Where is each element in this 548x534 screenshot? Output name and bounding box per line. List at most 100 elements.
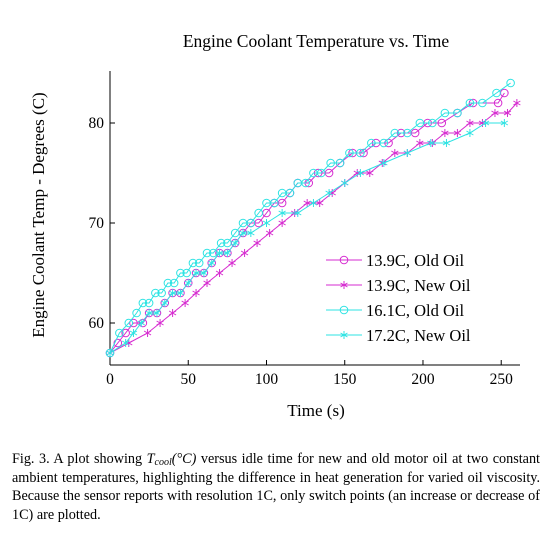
data-point <box>500 119 509 127</box>
data-point <box>294 209 302 217</box>
data-point <box>465 98 475 108</box>
data-point <box>403 149 412 157</box>
data-point <box>416 139 424 147</box>
data-point <box>121 339 130 347</box>
data-point <box>143 329 152 337</box>
data-point <box>466 119 474 127</box>
legend: 13.9C, Old Oil 13.9C, New Oil 16.1C, Old O… <box>318 244 508 348</box>
data-point <box>247 229 255 237</box>
data-point <box>309 199 318 207</box>
data-point <box>132 308 141 318</box>
legend-swatch-marker <box>339 255 349 265</box>
data-point <box>437 118 447 128</box>
data-point <box>316 168 326 178</box>
data-point <box>176 268 185 278</box>
data-point <box>113 338 123 348</box>
data-point <box>379 138 389 148</box>
data-point <box>513 99 521 107</box>
data-point <box>265 229 274 237</box>
data-point <box>215 249 224 257</box>
caption-math-sub: cool <box>154 457 172 468</box>
legend-box <box>318 244 508 348</box>
legend-entry: 17.2C, New Oil <box>326 326 471 345</box>
data-point <box>169 278 179 288</box>
data-point <box>188 258 198 268</box>
data-point <box>341 179 349 187</box>
data-point <box>254 208 263 218</box>
data-point <box>202 248 212 258</box>
x-tick-label: 0 <box>106 371 114 388</box>
data-point <box>156 319 164 327</box>
figure-caption: Fig. 3. A plot showing Tcool(°C) versus … <box>12 450 540 524</box>
data-point <box>203 279 211 287</box>
legend-swatch-marker <box>339 305 349 315</box>
data-point <box>208 248 218 258</box>
data-point <box>200 269 208 277</box>
data-point <box>194 258 204 268</box>
data-point <box>278 219 286 227</box>
data-point <box>246 218 256 228</box>
chart: Engine Coolant Temperature vs. Time Engi… <box>29 31 521 420</box>
y-tick-label: 80 <box>89 115 105 132</box>
data-point <box>442 139 451 147</box>
x-tick-label: 150 <box>333 371 357 388</box>
data-point <box>181 299 189 307</box>
data-point <box>208 259 216 267</box>
data-point <box>115 328 124 338</box>
caption-rest: versus idle time for new and old motor o… <box>12 451 540 523</box>
legend-entry: 16.1C, Old Oil <box>326 301 465 320</box>
data-point <box>239 229 247 237</box>
data-point <box>478 119 487 127</box>
x-tick-label: 100 <box>255 371 279 388</box>
axis-ticks: 0 50 100 150 200 250 60 70 80 <box>89 115 514 388</box>
data-point <box>353 169 361 177</box>
data-point <box>121 328 130 338</box>
caption-math-base: T <box>146 451 155 467</box>
x-tick-label: 250 <box>490 371 514 388</box>
data-point <box>228 259 236 267</box>
data-point <box>262 219 271 227</box>
data-point <box>182 268 191 278</box>
data-point <box>145 309 153 317</box>
data-point <box>270 198 279 208</box>
data-point <box>253 239 261 247</box>
data-point <box>315 199 324 207</box>
data-point <box>151 288 160 298</box>
data-point <box>176 289 185 297</box>
x-tick-label: 50 <box>180 371 196 388</box>
data-point <box>481 119 490 127</box>
data-point <box>192 269 200 277</box>
data-point <box>492 88 501 98</box>
data-point <box>153 309 161 317</box>
data-point <box>478 98 487 108</box>
data-point <box>403 128 412 138</box>
legend-swatch-marker <box>340 281 348 289</box>
axes <box>109 71 520 366</box>
data-point <box>428 118 437 128</box>
series-layer <box>105 78 521 358</box>
data-point <box>168 289 177 297</box>
data-point <box>335 158 345 168</box>
data-point <box>240 249 249 257</box>
data-point <box>326 158 335 168</box>
legend-label: 16.1C, Old Oil <box>366 301 465 320</box>
data-point <box>356 169 365 177</box>
caption-prefix: Fig. 3. A plot showing <box>12 451 147 467</box>
data-point <box>328 189 336 197</box>
data-point <box>223 238 232 248</box>
data-point <box>157 288 166 298</box>
data-point <box>390 128 400 138</box>
chart-title: Engine Coolant Temperature vs. Time <box>183 31 450 51</box>
data-point <box>192 289 200 297</box>
data-point <box>216 238 226 248</box>
data-point <box>506 78 515 88</box>
y-axis-label: Engine Coolant Temp - Degrees (C) <box>29 92 48 337</box>
caption-math: Tcool(°C) <box>146 451 197 468</box>
series-4 <box>106 119 509 357</box>
data-point <box>356 148 365 158</box>
data-point <box>453 108 462 118</box>
legend-entry: 13.9C, New Oil <box>326 276 471 295</box>
caption-math-unit: (°C) <box>171 451 197 467</box>
y-tick-label: 70 <box>89 215 105 232</box>
